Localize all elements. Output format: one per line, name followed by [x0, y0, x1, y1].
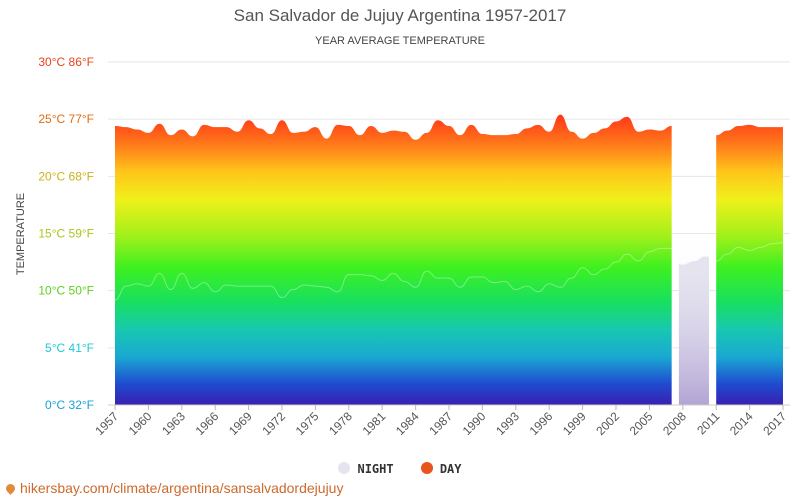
night-swatch-icon: [338, 462, 351, 474]
legend-label-night: NIGHT: [357, 462, 394, 476]
x-tick-label: 1969: [226, 409, 255, 438]
night-line: [114, 242, 784, 301]
x-tick-label: 1999: [560, 409, 589, 438]
y-axis: 0°C 32°F 5°C 41°F 10°C 50°F 15°C 59°F 20°C 6…: [38, 55, 94, 412]
y-tick-label: 25°C 77°F: [38, 112, 94, 126]
legend-item-day[interactable]: DAY: [420, 462, 462, 476]
day-swatch-icon: [420, 462, 433, 474]
x-tick-label: 1987: [426, 409, 455, 438]
y-tick-label: 30°C 86°F: [38, 55, 94, 69]
x-tick-label: 1963: [159, 409, 188, 438]
x-tick-label: 1978: [326, 409, 355, 438]
x-tick-label: 1975: [293, 409, 322, 438]
source-url: hikersbay.com/climate/argentina/sansalva…: [20, 480, 344, 496]
x-tick-label: 1981: [360, 409, 389, 438]
location-pin-icon: [4, 482, 17, 495]
y-tick-label: 10°C 50°F: [38, 284, 94, 298]
x-axis: 1957 1960 1963 1966 1969 1972 1975 1978 1981 1984…: [92, 404, 790, 438]
day-area: [716, 124, 783, 405]
x-tick-label: 1993: [493, 409, 522, 438]
chart-subtitle: YEAR AVERAGE TEMPERATURE: [315, 35, 485, 47]
x-tick-label: 2014: [727, 409, 756, 438]
y-tick-label: 0°C 32°F: [45, 398, 94, 412]
x-tick-label: 1972: [259, 409, 288, 438]
y-tick-label: 20°C 68°F: [38, 169, 94, 183]
night-area-shade: [678, 230, 709, 405]
x-tick-label: 2005: [627, 409, 656, 438]
x-tick-label: 2008: [660, 409, 689, 438]
x-tick-label: 2017: [760, 409, 789, 438]
chart-title: San Salvador de Jujuy Argentina 1957-201…: [233, 6, 567, 25]
x-tick-label: 1966: [193, 409, 222, 438]
x-tick-label: 1990: [460, 409, 489, 438]
x-tick-label: 2002: [593, 409, 622, 438]
day-area: [115, 114, 672, 406]
y-tick-label: 15°C 59°F: [38, 227, 94, 241]
x-tick-label: 1996: [527, 409, 556, 438]
x-tick-label: 1957: [92, 409, 121, 438]
legend-item-night[interactable]: NIGHT: [338, 462, 394, 476]
source-link[interactable]: hikersbay.com/climate/argentina/sansalva…: [4, 480, 344, 496]
legend-label-day: DAY: [439, 462, 462, 476]
x-tick-label: 2011: [694, 409, 722, 437]
y-tick-label: 5°C 41°F: [45, 341, 94, 355]
chart-legend: NIGHT DAY: [0, 462, 800, 476]
x-tick-label: 1984: [393, 409, 422, 438]
y-axis-label: TEMPERATURE: [15, 193, 27, 275]
plot-area: [114, 114, 784, 406]
x-tick-label: 1960: [126, 409, 155, 438]
